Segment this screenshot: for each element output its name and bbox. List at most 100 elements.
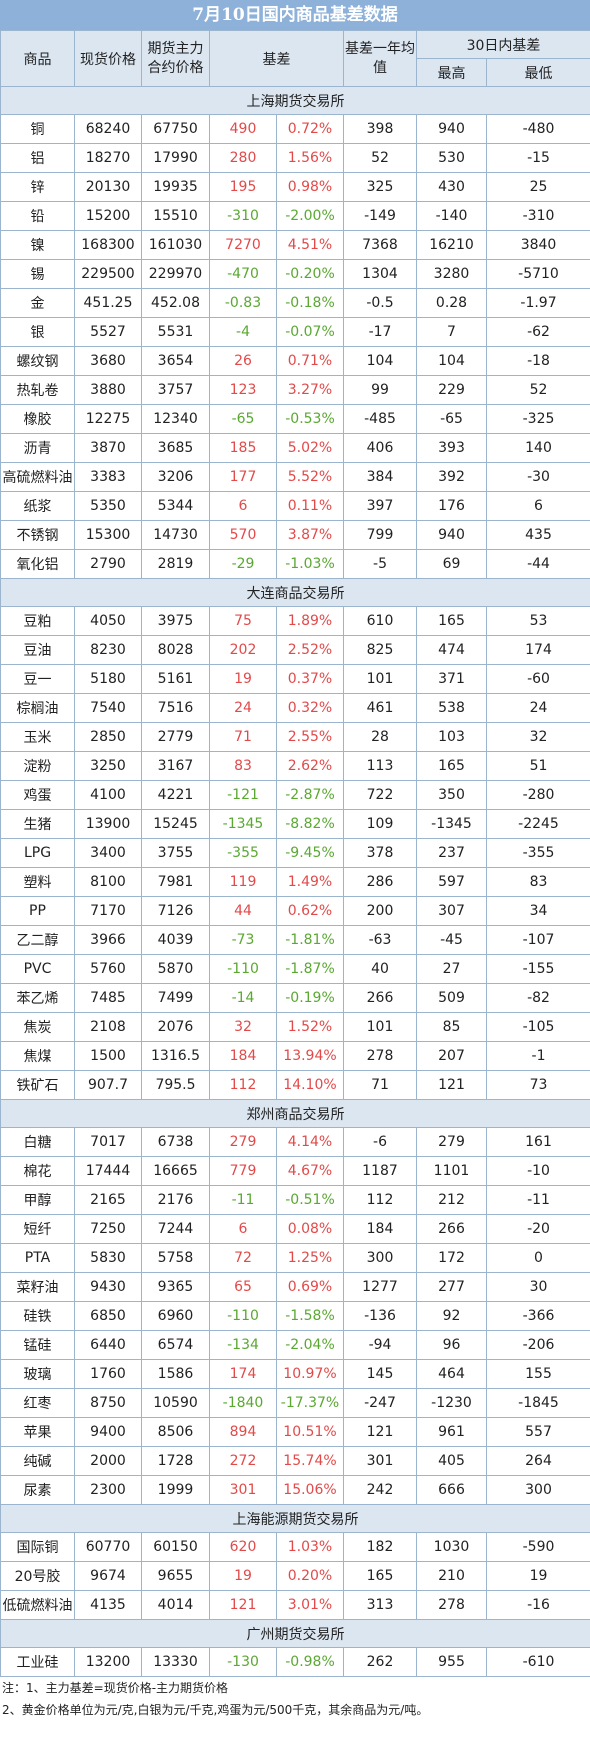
low-30d-cell: -2245 [485,809,590,839]
year-avg-cell: 262 [343,1647,417,1677]
spot-price-cell: 9674 [74,1561,142,1591]
product-cell: 锡 [0,259,75,289]
spot-price-cell: 2108 [74,1012,142,1042]
spot-price-cell: 4100 [74,780,142,810]
basis-cell: 112 [209,1070,277,1100]
basis-cell: 65 [209,1272,277,1302]
year-avg-cell: 398 [343,114,417,144]
futures-price-cell: 19935 [141,172,210,202]
basis-pct-cell: 0.62% [276,896,344,926]
product-cell: 银 [0,317,75,347]
high-30d-cell: 940 [416,114,487,144]
low-30d-cell: -355 [485,838,590,868]
product-cell: 焦炭 [0,1012,75,1042]
year-avg-cell: 1187 [343,1156,417,1186]
product-cell: 豆一 [0,664,75,694]
basis-pct-cell: 1.25% [276,1243,344,1273]
futures-price-cell: 15510 [141,201,210,231]
low-30d-cell: 30 [485,1272,590,1302]
basis-cell: 177 [209,462,277,492]
product-cell: 淀粉 [0,751,75,781]
header-range30: 30日内基差 [415,30,590,59]
year-avg-cell: 184 [343,1214,417,1244]
year-avg-cell: 278 [343,1041,417,1071]
basis-cell: 490 [209,114,277,144]
table-row: 铝 18270 17990 280 1.56% 52 530 -15 [0,143,590,173]
basis-cell: 19 [209,664,277,694]
basis-cell: 6 [209,491,277,521]
basis-cell: 279 [209,1127,277,1157]
basis-pct-cell: 0.32% [276,693,344,723]
product-cell: PP [0,896,75,926]
spot-price-cell: 13200 [74,1647,142,1677]
product-cell: 棕榈油 [0,693,75,723]
product-cell: 乙二醇 [0,925,75,955]
futures-price-cell: 4014 [141,1590,210,1620]
high-30d-cell: 121 [416,1070,487,1100]
basis-pct-cell: -9.45% [276,838,344,868]
spot-price-cell: 7485 [74,983,142,1013]
spot-price-cell: 7540 [74,693,142,723]
basis-pct-cell: -1.58% [276,1301,344,1331]
basis-cell: 24 [209,693,277,723]
year-avg-cell: -136 [343,1301,417,1331]
futures-price-cell: 2779 [141,722,210,752]
basis-pct-cell: -0.19% [276,983,344,1013]
spot-price-cell: 907.7 [74,1070,142,1100]
basis-pct-cell: 0.72% [276,114,344,144]
low-30d-cell: -44 [485,549,590,579]
futures-price-cell: 6574 [141,1330,210,1360]
basis-pct-cell: 0.98% [276,172,344,202]
basis-pct-cell: -0.18% [276,288,344,318]
basis-cell: -121 [209,780,277,810]
product-cell: 高硫燃料油 [0,462,75,492]
year-avg-cell: 610 [343,606,417,636]
futures-price-cell: 1728 [141,1446,210,1476]
low-30d-cell: 3840 [485,230,590,260]
high-30d-cell: 538 [416,693,487,723]
low-30d-cell: -206 [485,1330,590,1360]
table-row: 乙二醇 3966 4039 -73 -1.81% -63 -45 -107 [0,925,590,955]
basis-pct-cell: -2.04% [276,1330,344,1360]
table-row: 尿素 2300 1999 301 15.06% 242 666 300 [0,1475,590,1505]
high-30d-cell: 597 [416,867,487,897]
high-30d-cell: 393 [416,433,487,463]
year-avg-cell: 406 [343,433,417,463]
table-row: 铅 15200 15510 -310 -2.00% -149 -140 -310 [0,201,590,231]
futures-price-cell: 2076 [141,1012,210,1042]
spot-price-cell: 60770 [74,1532,142,1562]
futures-price-cell: 7499 [141,983,210,1013]
year-avg-cell: 7368 [343,230,417,260]
product-cell: 热轧卷 [0,375,75,405]
futures-price-cell: 4221 [141,780,210,810]
low-30d-cell: -310 [485,201,590,231]
basis-pct-cell: 0.71% [276,346,344,376]
high-30d-cell: 69 [416,549,487,579]
futures-price-cell: 7981 [141,867,210,897]
low-30d-cell: 264 [485,1446,590,1476]
low-30d-cell: 140 [485,433,590,463]
low-30d-cell: 53 [485,606,590,636]
basis-cell: -110 [209,1301,277,1331]
basis-pct-cell: -0.51% [276,1185,344,1215]
basis-pct-cell: 10.97% [276,1359,344,1389]
low-30d-cell: -11 [485,1185,590,1215]
table-row: 硅铁 6850 6960 -110 -1.58% -136 92 -366 [0,1301,590,1331]
section-header: 上海期货交易所 [0,86,590,115]
product-cell: 锌 [0,172,75,202]
low-30d-cell: -16 [485,1590,590,1620]
spot-price-cell: 15300 [74,520,142,550]
product-cell: 不锈钢 [0,520,75,550]
product-cell: 苯乙烯 [0,983,75,1013]
low-30d-cell: -480 [485,114,590,144]
basis-pct-cell: 1.52% [276,1012,344,1042]
spot-price-cell: 4135 [74,1590,142,1620]
basis-cell: 119 [209,867,277,897]
basis-pct-cell: -2.00% [276,201,344,231]
table-row: 玉米 2850 2779 71 2.55% 28 103 32 [0,722,590,752]
high-30d-cell: 229 [416,375,487,405]
product-cell: 菜籽油 [0,1272,75,1302]
table-row: 锌 20130 19935 195 0.98% 325 430 25 [0,172,590,202]
year-avg-cell: 301 [343,1446,417,1476]
product-cell: 锰硅 [0,1330,75,1360]
